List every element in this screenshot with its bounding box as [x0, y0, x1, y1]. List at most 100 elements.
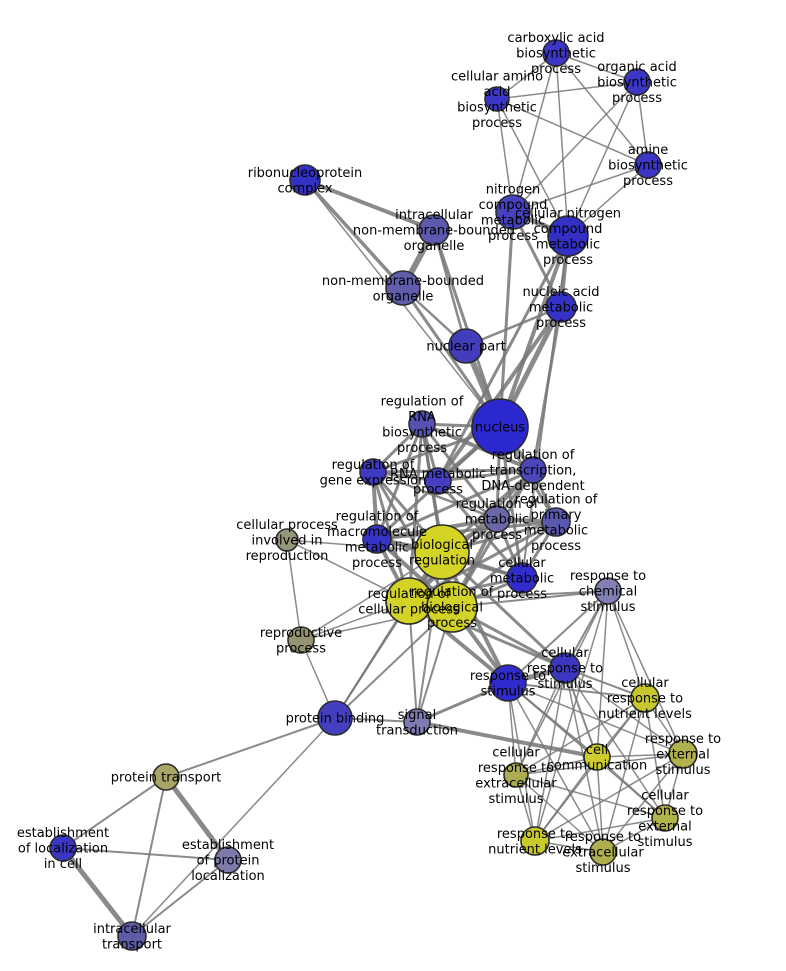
node-label-cellular-response-to-stimulus: cellular response to stimulus	[527, 646, 603, 692]
edge	[498, 235, 570, 428]
edge	[564, 667, 666, 819]
node-signal-transduction[interactable]	[403, 708, 431, 736]
labels-layer: carboxylic acid biosynthetic process organi…	[17, 31, 721, 952]
node-cellular-nitrogen-compound-metabolic-process[interactable]	[547, 215, 589, 257]
edge	[596, 590, 609, 758]
node-organic-acid-biosynthetic-process[interactable]	[623, 68, 651, 96]
node-protein-transport[interactable]	[152, 763, 180, 791]
node-ribonucleoprotein-complex[interactable]	[289, 164, 321, 196]
nodes-layer	[49, 39, 698, 951]
edge	[416, 551, 443, 723]
edge	[131, 776, 167, 937]
node-label-regulation-of-primary-metabolic-process: regulation of primary metabolic process	[515, 492, 598, 554]
node-cellular-response-to-external-stimulus[interactable]	[651, 804, 679, 832]
node-cellular-response-to-extracellular-stimulus[interactable]	[503, 762, 529, 788]
node-nitrogen-compound-metabolic-process[interactable]	[495, 194, 531, 230]
node-cell-communication[interactable]	[583, 743, 611, 771]
edge	[555, 52, 649, 166]
node-label-signal-transduction: signal transduction	[376, 708, 458, 739]
node-label-ribonucleoprotein-complex: ribonucleoprotein complex	[248, 166, 363, 197]
node-label-cellular-response-to-extracellular-stimulus: cellular response to extracellular stimulus	[475, 745, 557, 807]
node-label-regulation-of-biological-process: regulation of biological process	[411, 585, 494, 631]
edge	[372, 468, 534, 474]
node-label-response-to-nutrient-levels: response to nutrient levels	[488, 827, 582, 858]
edge	[451, 590, 609, 608]
node-intracellular-transport[interactable]	[117, 921, 147, 951]
node-label-cell-communication: cell communication	[547, 743, 648, 774]
node-biological-regulation[interactable]	[414, 524, 470, 580]
node-regulation-of-metabolic-process[interactable]	[483, 505, 511, 533]
node-label-protein-binding: protein binding	[286, 712, 385, 727]
edge	[602, 753, 684, 853]
node-label-response-to-stimulus: response to stimulus	[470, 669, 546, 700]
edge	[376, 468, 534, 541]
edge	[436, 305, 563, 483]
node-regulation-of-rna-biosynthetic-process[interactable]	[408, 410, 436, 438]
node-label-regulation-of-metabolic-process: regulation of metabolic process	[456, 497, 539, 543]
edge	[515, 667, 566, 776]
edge	[303, 178, 405, 290]
node-label-carboxylic-acid-biosynthetic-process: carboxylic acid biosynthetic process	[507, 31, 604, 77]
node-cellular-metabolic-process[interactable]	[506, 562, 538, 594]
node-label-response-to-chemical-stimulus: response to chemical stimulus	[570, 569, 646, 615]
edge	[286, 539, 302, 641]
edge	[567, 81, 638, 237]
edge	[304, 178, 435, 232]
node-carboxylic-acid-biosynthetic-process[interactable]	[542, 39, 570, 67]
node-response-to-extracellular-stimulus[interactable]	[589, 838, 617, 866]
node-cellular-response-to-nutrient-levels[interactable]	[630, 683, 660, 713]
edge	[555, 52, 638, 83]
node-cellular-process-involved-in-reproduction[interactable]	[275, 528, 299, 552]
edge	[421, 422, 534, 472]
node-regulation-of-gene-expression[interactable]	[359, 458, 387, 486]
node-nucleus[interactable]	[471, 398, 529, 456]
node-label-nucleic-acid-metabolic-process: nucleic acid metabolic process	[522, 285, 599, 331]
node-regulation-of-transcription-dna-dependent[interactable]	[519, 456, 547, 484]
node-cellular-amino-acid-biosynthetic-process[interactable]	[484, 86, 510, 112]
node-label-rna-metabolic-process: RNA metabolic process	[390, 467, 486, 498]
edge	[607, 590, 646, 699]
node-label-amine-biosynthetic-process: amine biosynthetic process	[608, 143, 688, 189]
node-nucleic-acid-metabolic-process[interactable]	[545, 291, 577, 323]
edge	[534, 756, 598, 842]
node-response-to-nutrient-levels[interactable]	[520, 826, 550, 856]
node-response-to-stimulus[interactable]	[489, 664, 527, 702]
node-reproductive-process[interactable]	[287, 626, 315, 654]
node-label-regulation-of-gene-expression: regulation of gene expression	[320, 458, 427, 489]
edge	[636, 81, 649, 166]
node-label-response-to-external-stimulus: response to external stimulus	[645, 732, 721, 778]
node-intracellular-non-membrane-bounded-organelle[interactable]	[418, 214, 450, 246]
edge	[507, 590, 609, 684]
edge	[512, 52, 557, 213]
edge	[602, 697, 646, 853]
node-label-reproductive-process: reproductive process	[260, 626, 342, 657]
node-label-regulation-of-transcription-dna-dependent: regulation of transcription, DNA-dependent	[481, 448, 584, 494]
node-label-cellular-process-involved-in-reproduction: cellular process involved in reproduction	[236, 518, 338, 564]
node-regulation-of-biological-process[interactable]	[426, 581, 478, 633]
edge	[496, 81, 638, 100]
edge	[534, 753, 684, 842]
edge	[334, 606, 453, 719]
node-label-nucleus: nucleus	[475, 421, 525, 436]
node-establishment-of-localization-in-cell[interactable]	[49, 834, 77, 862]
node-amine-biosynthetic-process[interactable]	[634, 151, 662, 179]
edge	[163, 775, 231, 862]
node-label-protein-transport: protein transport	[111, 771, 221, 786]
node-label-cellular-amino-acid-biosynthetic-process: cellular amino acid biosynthetic process	[451, 69, 543, 131]
node-response-to-chemical-stimulus[interactable]	[594, 577, 622, 605]
node-cellular-response-to-stimulus[interactable]	[549, 652, 581, 684]
node-regulation-of-primary-metabolic-process[interactable]	[541, 507, 571, 537]
node-label-organic-acid-biosynthetic-process: organic acid biosynthetic process	[597, 60, 677, 106]
edge	[534, 817, 666, 842]
node-regulation-of-macromolecule-metabolic-process[interactable]	[362, 524, 392, 554]
node-response-to-external-stimulus[interactable]	[668, 739, 698, 769]
node-protein-binding[interactable]	[317, 700, 353, 736]
node-non-membrane-bounded-organelle[interactable]	[385, 270, 421, 306]
edge	[416, 720, 598, 759]
node-rna-metabolic-process[interactable]	[424, 467, 452, 495]
node-establishment-of-protein-localization[interactable]	[214, 846, 242, 874]
node-label-establishment-of-localization-in-cell: establishment of localization in cell	[17, 826, 109, 872]
node-label-regulation-of-rna-biosynthetic-process: regulation of RNA biosynthetic process	[381, 394, 464, 456]
node-nuclear-part[interactable]	[448, 328, 484, 364]
